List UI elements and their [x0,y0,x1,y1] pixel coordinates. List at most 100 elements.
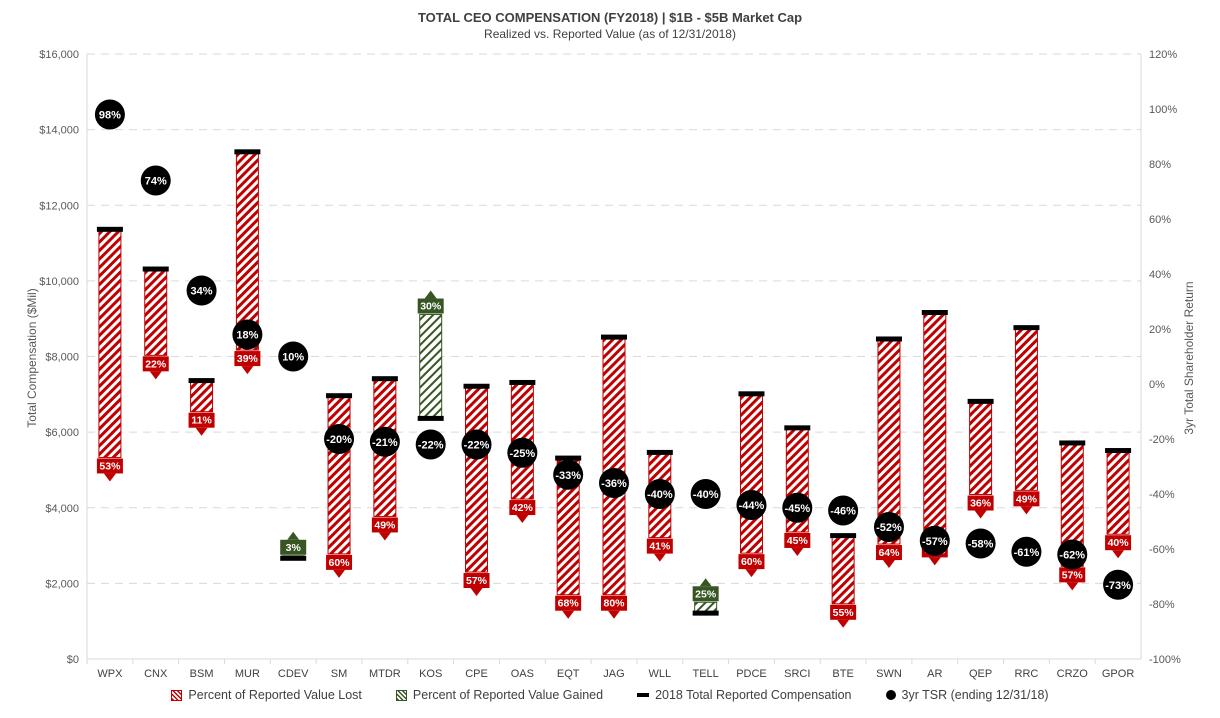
x-tick-label: BTE [832,668,853,680]
x-tick-label: MTDR [369,668,401,680]
y-tick-label: $2,000 [45,578,79,590]
tsr-label: -20% [326,434,352,446]
tsr-marker [415,429,446,460]
reported-comp-marker [692,610,719,616]
value-lost-bar [1014,327,1038,491]
pct-label-box [280,539,307,555]
pct-label-box [234,351,261,367]
down-arrow-icon [562,610,575,619]
tsr-marker [873,512,904,542]
tsr-marker [507,437,538,468]
value-lost-bar [831,535,855,605]
down-arrow-icon [974,510,987,519]
y2-tick-label: 60% [1149,214,1171,226]
tsr-label: -44% [739,500,765,512]
reported-comp-marker [1013,325,1040,331]
pct-label: 57% [466,575,488,587]
pct-label: 53% [99,460,121,472]
value-lost-bar [969,401,993,496]
tsr-label: 18% [236,330,258,342]
tsr-label: -22% [418,440,444,452]
tsr-marker [919,525,950,556]
tsr-marker [1011,536,1042,567]
tsr-label: -45% [784,503,810,515]
tsr-marker [461,429,492,460]
pct-label: 39% [237,353,259,365]
pct-label-box [967,495,994,511]
tsr-label: -21% [372,437,398,449]
y-tick-label: $4,000 [45,503,79,515]
x-tick-label: CNX [144,668,168,680]
x-tick-label: QEP [969,668,992,680]
pct-label-box [784,532,811,548]
tsr-marker [324,424,355,454]
x-tick-label: SWN [876,668,902,680]
tsr-marker [1103,569,1134,600]
value-lost-bar [923,312,947,542]
reported-comp-marker [967,398,994,404]
tsr-marker [782,492,813,523]
pct-label-box [738,554,765,570]
reported-comp-marker [142,266,169,272]
pct-label-box [142,356,169,372]
down-arrow-icon [195,427,208,436]
pct-label: 25% [695,588,717,600]
up-arrow-icon [699,578,712,587]
pct-label-box [326,554,353,570]
value-lost-bar [144,269,168,356]
down-arrow-icon [149,371,162,380]
y-tick-label: $0 [67,654,79,666]
tsr-label: -25% [510,448,536,460]
pct-label: 64% [878,547,900,559]
down-arrow-icon [791,547,804,556]
pct-label: 49% [1016,493,1038,505]
down-arrow-icon [470,588,483,597]
pct-label-box [463,573,490,589]
tsr-marker [599,468,629,498]
x-tick-label: CPE [465,668,488,680]
pct-label-box [601,595,627,611]
value-lost-bar [98,229,122,458]
pct-label: 36% [970,498,992,510]
down-arrow-icon [378,532,391,541]
y-tick-label: $16,000 [39,49,79,61]
y2-axis-title: 3yr Total Shareholder Return [1182,281,1196,434]
down-arrow-icon [837,619,850,628]
pct-label: 30% [420,301,442,313]
down-arrow-icon [608,610,620,619]
y-tick-label: $6,000 [45,427,79,439]
pct-label: 40% [1108,537,1130,549]
reported-comp-marker [784,425,811,431]
reported-comp-marker [601,334,627,340]
reported-comp-marker [417,415,444,421]
reported-comp-marker [875,336,902,342]
tsr-marker [1057,539,1088,570]
x-tick-label: EQT [557,668,580,680]
down-arrow-icon [1112,550,1125,559]
pct-label-box [646,538,673,554]
chart-subtitle: Realized vs. Reported Value (as of 12/31… [484,27,736,41]
down-arrow-icon [882,560,895,569]
tsr-label: -36% [601,478,627,490]
y2-tick-label: 0% [1149,379,1165,391]
tsr-label: -61% [1014,547,1040,559]
pct-label: 57% [1062,569,1084,581]
y2-tick-label: -20% [1149,434,1175,446]
pct-label: 60% [329,557,351,569]
tsr-marker [140,165,171,196]
pct-label-box [96,458,123,474]
y2-tick-label: 80% [1149,159,1171,171]
black-dash-swatch-icon [637,693,650,697]
tsr-label: -40% [693,489,719,501]
pct-label-box [692,586,719,602]
x-tick-label: PDCE [736,668,767,680]
y-tick-label: $12,000 [39,200,79,212]
tsr-label: -58% [968,539,994,551]
x-tick-label: CRZO [1057,668,1089,680]
tsr-label: 34% [191,286,213,298]
tsr-label: -57% [922,536,948,548]
y2-tick-label: 40% [1149,269,1171,281]
down-arrow-icon [333,569,346,578]
reported-comp-marker [555,455,582,461]
